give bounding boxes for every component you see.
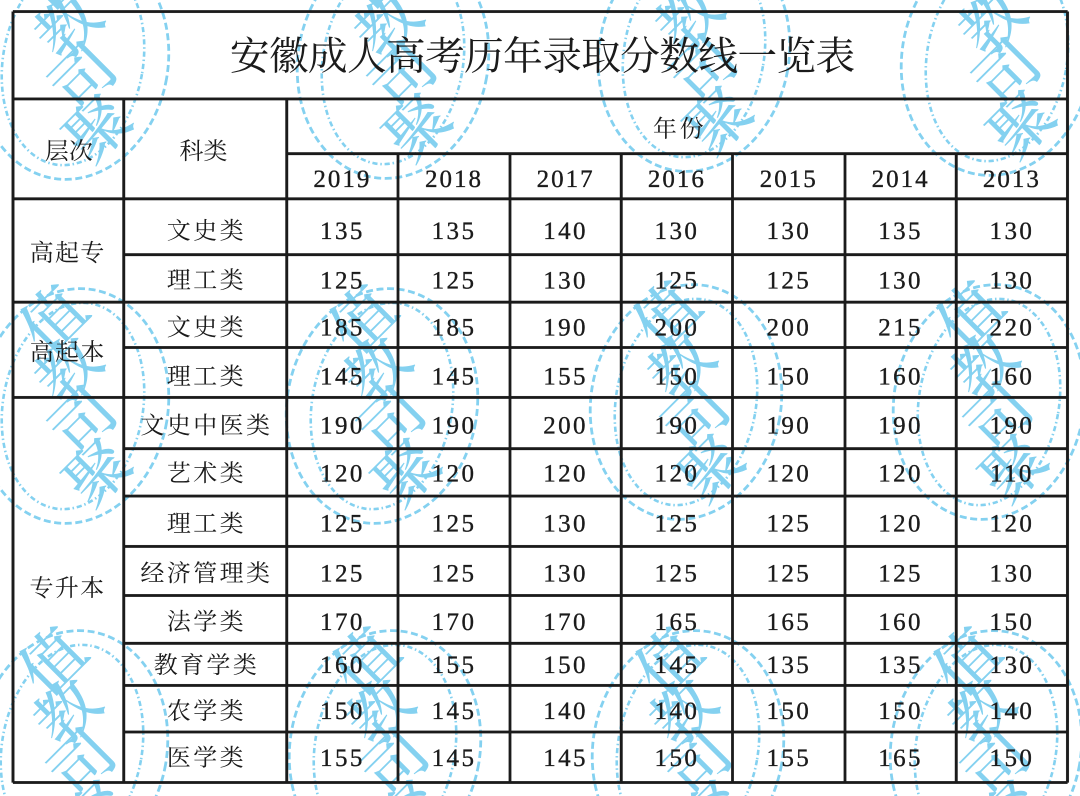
svg-text:220: 220 xyxy=(990,315,1035,342)
svg-text:145: 145 xyxy=(432,698,477,725)
svg-text:125: 125 xyxy=(766,511,811,538)
svg-text:150: 150 xyxy=(990,745,1035,772)
svg-text:145: 145 xyxy=(432,745,477,772)
svg-text:150: 150 xyxy=(543,652,588,679)
svg-text:2017: 2017 xyxy=(537,166,595,193)
svg-text:150: 150 xyxy=(766,698,811,725)
svg-text:160: 160 xyxy=(878,364,923,391)
svg-text:125: 125 xyxy=(432,560,477,587)
svg-text:145: 145 xyxy=(655,652,700,679)
svg-text:120: 120 xyxy=(655,460,700,487)
svg-text:160: 160 xyxy=(990,364,1035,391)
svg-text:140: 140 xyxy=(990,698,1035,725)
svg-text:2016: 2016 xyxy=(648,166,706,193)
svg-text:200: 200 xyxy=(766,315,811,342)
svg-text:120: 120 xyxy=(320,460,365,487)
svg-text:145: 145 xyxy=(543,745,588,772)
svg-text:135: 135 xyxy=(432,218,477,245)
svg-text:140: 140 xyxy=(543,698,588,725)
svg-text:185: 185 xyxy=(320,315,365,342)
svg-text:120: 120 xyxy=(432,460,477,487)
svg-text:130: 130 xyxy=(990,560,1035,587)
svg-text:120: 120 xyxy=(543,460,588,487)
svg-text:160: 160 xyxy=(878,609,923,636)
svg-text:130: 130 xyxy=(655,218,700,245)
svg-text:125: 125 xyxy=(878,560,923,587)
svg-text:190: 190 xyxy=(990,413,1035,440)
svg-text:135: 135 xyxy=(878,652,923,679)
svg-text:165: 165 xyxy=(655,609,700,636)
svg-text:130: 130 xyxy=(543,560,588,587)
svg-text:130: 130 xyxy=(543,267,588,294)
svg-text:155: 155 xyxy=(320,745,365,772)
svg-text:120: 120 xyxy=(990,511,1035,538)
svg-text:150: 150 xyxy=(655,745,700,772)
svg-text:165: 165 xyxy=(878,745,923,772)
svg-text:150: 150 xyxy=(766,364,811,391)
svg-text:135: 135 xyxy=(320,218,365,245)
svg-text:150: 150 xyxy=(655,364,700,391)
svg-text:135: 135 xyxy=(878,218,923,245)
svg-text:150: 150 xyxy=(320,698,365,725)
svg-text:155: 155 xyxy=(543,364,588,391)
svg-text:165: 165 xyxy=(766,609,811,636)
svg-text:2018: 2018 xyxy=(425,166,483,193)
svg-text:140: 140 xyxy=(543,218,588,245)
svg-text:135: 135 xyxy=(766,652,811,679)
svg-text:155: 155 xyxy=(766,745,811,772)
svg-text:190: 190 xyxy=(766,413,811,440)
svg-text:125: 125 xyxy=(766,560,811,587)
svg-text:2015: 2015 xyxy=(760,166,818,193)
svg-text:125: 125 xyxy=(320,267,365,294)
svg-text:160: 160 xyxy=(320,652,365,679)
svg-text:2013: 2013 xyxy=(983,166,1041,193)
svg-text:130: 130 xyxy=(878,267,923,294)
svg-text:140: 140 xyxy=(655,698,700,725)
svg-text:2014: 2014 xyxy=(872,166,930,193)
svg-text:130: 130 xyxy=(543,511,588,538)
svg-text:125: 125 xyxy=(766,267,811,294)
svg-text:200: 200 xyxy=(655,315,700,342)
svg-text:145: 145 xyxy=(320,364,365,391)
svg-text:125: 125 xyxy=(655,267,700,294)
svg-text:155: 155 xyxy=(432,652,477,679)
svg-text:150: 150 xyxy=(878,698,923,725)
svg-text:170: 170 xyxy=(320,609,365,636)
svg-text:130: 130 xyxy=(990,218,1035,245)
svg-text:215: 215 xyxy=(878,315,923,342)
svg-text:2019: 2019 xyxy=(313,166,371,193)
svg-text:125: 125 xyxy=(320,560,365,587)
svg-text:150: 150 xyxy=(990,609,1035,636)
svg-text:130: 130 xyxy=(766,218,811,245)
svg-text:120: 120 xyxy=(878,511,923,538)
svg-text:110: 110 xyxy=(990,460,1034,487)
svg-text:190: 190 xyxy=(432,413,477,440)
svg-text:125: 125 xyxy=(655,560,700,587)
svg-text:190: 190 xyxy=(878,413,923,440)
svg-text:125: 125 xyxy=(655,511,700,538)
svg-text:170: 170 xyxy=(432,609,477,636)
svg-text:130: 130 xyxy=(990,652,1035,679)
svg-text:125: 125 xyxy=(432,511,477,538)
svg-text:190: 190 xyxy=(543,315,588,342)
svg-text:125: 125 xyxy=(320,511,365,538)
svg-text:120: 120 xyxy=(766,460,811,487)
svg-text:190: 190 xyxy=(320,413,365,440)
svg-text:185: 185 xyxy=(432,315,477,342)
svg-text:145: 145 xyxy=(432,364,477,391)
svg-text:170: 170 xyxy=(543,609,588,636)
svg-text:200: 200 xyxy=(543,413,588,440)
svg-text:125: 125 xyxy=(432,267,477,294)
svg-text:190: 190 xyxy=(655,413,700,440)
svg-text:120: 120 xyxy=(878,460,923,487)
svg-text:130: 130 xyxy=(990,267,1035,294)
